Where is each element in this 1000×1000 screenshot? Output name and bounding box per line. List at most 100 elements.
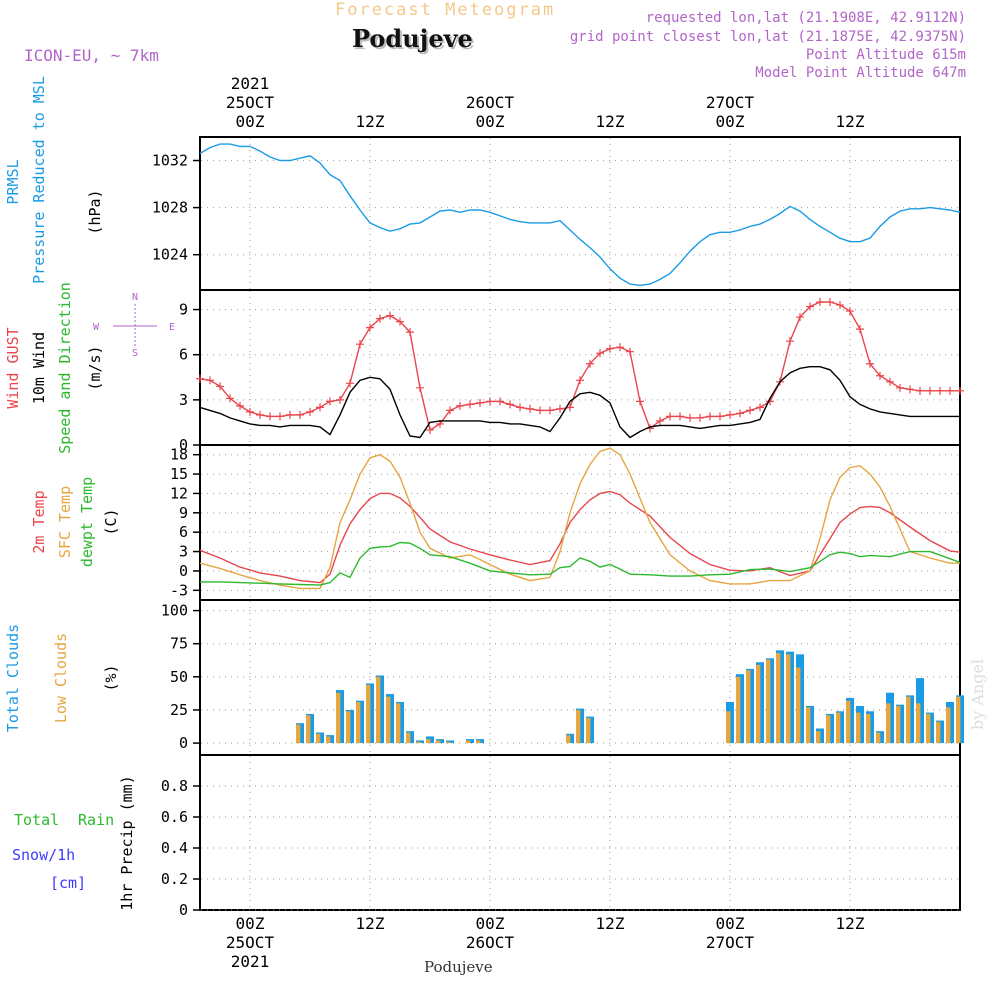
gust-marker bbox=[396, 317, 404, 326]
y-tick-label: 15 bbox=[170, 465, 188, 483]
gust-marker bbox=[936, 386, 944, 395]
cloud-bar-low bbox=[886, 703, 891, 744]
model-altitude: Model Point Altitude 647m bbox=[755, 65, 966, 81]
cloud-bar-low bbox=[756, 664, 761, 744]
gust-marker bbox=[846, 307, 854, 316]
panel-label: (m/s) bbox=[86, 345, 104, 390]
y-tick-label: 0.6 bbox=[161, 808, 188, 826]
gust-marker bbox=[886, 377, 894, 386]
panel-label: Total bbox=[14, 811, 59, 829]
y-tick-label: 50 bbox=[170, 668, 188, 686]
panel-label: (C) bbox=[102, 508, 120, 535]
series-line-10m-wind bbox=[199, 366, 960, 439]
series-line-sfc-temp bbox=[199, 447, 960, 590]
y-tick-label: 9 bbox=[179, 301, 188, 319]
time-label-top: 00Z bbox=[476, 112, 505, 131]
gust-marker bbox=[226, 394, 234, 403]
y-tick-label: 12 bbox=[170, 484, 188, 502]
gust-marker bbox=[656, 416, 664, 425]
gust-marker bbox=[576, 376, 584, 385]
cloud-bar-low bbox=[926, 713, 931, 744]
cloud-bar-low bbox=[736, 676, 741, 744]
model-name: ICON-EU, ~ 7km bbox=[24, 46, 159, 65]
gust-marker bbox=[956, 386, 964, 395]
cloud-bar-low bbox=[476, 740, 481, 744]
cloud-bar-low bbox=[326, 736, 331, 744]
y-tick-label: 6 bbox=[179, 523, 188, 541]
compass-s: S bbox=[132, 348, 138, 359]
time-label-bottom: 12Z bbox=[356, 914, 385, 933]
gust-marker bbox=[876, 371, 884, 380]
panel-label: Snow/1h bbox=[12, 846, 75, 864]
y-tick-label: 25 bbox=[170, 701, 188, 719]
cloud-bar-low bbox=[576, 709, 581, 744]
compass-e: E bbox=[169, 322, 175, 333]
cloud-bar-low bbox=[356, 702, 361, 744]
cloud-bar-low bbox=[816, 731, 821, 744]
gust-marker bbox=[946, 386, 954, 395]
compass-n: N bbox=[132, 292, 138, 303]
gust-marker bbox=[256, 410, 264, 419]
gust-marker bbox=[556, 404, 564, 413]
gust-marker bbox=[276, 412, 284, 421]
panel-label: Pressure Reduced to MSL bbox=[30, 76, 48, 284]
time-label-bottom: 00Z bbox=[716, 914, 745, 933]
gust-marker bbox=[856, 325, 864, 334]
cloud-bar-low bbox=[796, 667, 801, 744]
gust-marker bbox=[286, 410, 294, 419]
y-tick-label: 1028 bbox=[152, 199, 188, 217]
panel-frame-precip bbox=[199, 754, 961, 911]
time-label-bottom: 26OCT bbox=[466, 933, 515, 952]
gust-marker bbox=[896, 383, 904, 392]
gust-marker bbox=[516, 403, 524, 412]
cloud-bar-low bbox=[436, 740, 441, 744]
panel-label: 10m Wind bbox=[30, 332, 48, 404]
point-altitude: Point Altitude 615m bbox=[805, 47, 966, 63]
cloud-bar-low bbox=[296, 724, 301, 744]
gust-marker bbox=[806, 302, 814, 311]
gust-marker bbox=[666, 412, 674, 421]
gust-marker bbox=[416, 383, 424, 392]
gust-marker bbox=[676, 412, 684, 421]
cloud-bar-low bbox=[776, 652, 781, 744]
time-label-top: 26OCT bbox=[466, 93, 515, 112]
time-label-bottom: 25OCT bbox=[226, 933, 275, 952]
panel-frame-pressure bbox=[199, 136, 961, 291]
y-tick-label: 100 bbox=[161, 602, 188, 620]
time-label-bottom: 12Z bbox=[596, 914, 625, 933]
time-label-top: 00Z bbox=[236, 112, 265, 131]
gust-marker bbox=[736, 409, 744, 418]
panel-label: dewpt Temp bbox=[78, 477, 96, 567]
time-label-bottom: 2021 bbox=[231, 952, 270, 971]
gust-marker bbox=[566, 403, 574, 412]
gust-marker bbox=[366, 323, 374, 332]
gust-marker bbox=[236, 401, 244, 410]
requested-coords: requested lon,lat (21.1908E, 42.9112N) bbox=[645, 10, 966, 26]
cloud-bar-low bbox=[446, 741, 451, 744]
panel-frame-temperature bbox=[199, 444, 961, 601]
gust-marker bbox=[196, 374, 204, 383]
panel-label: [cm] bbox=[50, 874, 86, 892]
gust-marker bbox=[346, 379, 354, 388]
gust-marker bbox=[906, 385, 914, 394]
cloud-bar-low bbox=[786, 654, 791, 744]
gust-marker bbox=[476, 398, 484, 407]
cloud-bar-low bbox=[376, 676, 381, 744]
gust-marker bbox=[216, 382, 224, 391]
panel-label: Low Clouds bbox=[52, 633, 70, 723]
y-tick-label: 0 bbox=[179, 562, 188, 580]
panel-frame-wind bbox=[199, 289, 961, 446]
gust-marker bbox=[786, 337, 794, 346]
time-label-bottom: 00Z bbox=[236, 914, 265, 933]
gust-marker bbox=[296, 410, 304, 419]
gust-marker bbox=[926, 386, 934, 395]
gust-marker bbox=[726, 410, 734, 419]
station-name: Podujeve bbox=[352, 24, 473, 53]
chart-title: Forecast Meteogram bbox=[335, 0, 556, 20]
gust-marker bbox=[356, 340, 364, 349]
cloud-bar-low bbox=[896, 705, 901, 744]
time-label-top: 12Z bbox=[356, 112, 385, 131]
time-label-top: 12Z bbox=[596, 112, 625, 131]
gust-marker bbox=[586, 359, 594, 368]
y-tick-label: 6 bbox=[179, 346, 188, 364]
